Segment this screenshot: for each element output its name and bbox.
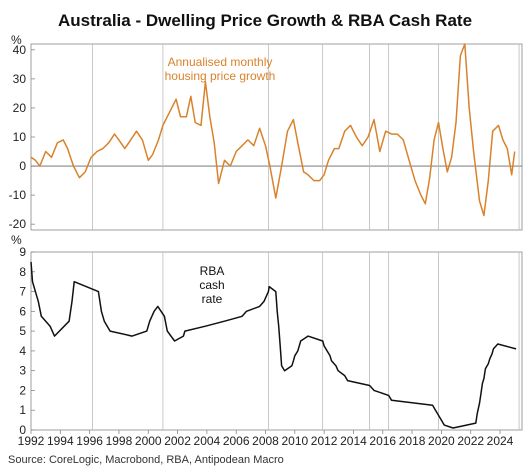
cash-rate-series-line-0 <box>30 261 517 429</box>
price-growth-y-tick-label-0: -20 <box>9 217 27 231</box>
x-tick-label-13: 2018 <box>399 434 426 448</box>
x-tick-label-7: 2006 <box>223 434 250 448</box>
cash-rate-annotation-line-1: RBA <box>200 264 225 278</box>
cash-rate-y-tick-label-7: 7 <box>19 285 26 299</box>
x-tick-label-3: 1998 <box>106 434 133 448</box>
x-tick-label-8: 2008 <box>252 434 279 448</box>
x-tick-label-9: 2010 <box>281 434 308 448</box>
x-tick-label-15: 2022 <box>457 434 484 448</box>
x-tick-label-16: 2024 <box>487 434 514 448</box>
price-growth-annotation-line-1: Annualised monthly <box>168 55 273 69</box>
cash-rate-y-tick-label-8: 8 <box>19 265 26 279</box>
x-tick-label-6: 2004 <box>194 434 221 448</box>
chart-title: Australia - Dwelling Price Growth & RBA … <box>58 11 472 30</box>
price-growth-y-tick-label-3: 10 <box>13 130 27 144</box>
price-growth-y-tick-label-2: 0 <box>19 159 26 173</box>
x-tick-label-14: 2020 <box>428 434 455 448</box>
top-panel-unit-label: % <box>11 33 22 47</box>
price-growth-annotation-line-2: housing price growth <box>165 69 276 83</box>
cash-rate-y-tick-label-2: 2 <box>19 383 26 397</box>
x-tick-label-0: 1992 <box>18 434 45 448</box>
cash-rate-y-tick-label-9: 9 <box>19 245 26 259</box>
x-tick-label-1: 1994 <box>47 434 74 448</box>
price-growth-y-tick-label-6: 40 <box>13 43 27 57</box>
price-growth-y-tick-label-1: -10 <box>9 188 27 202</box>
x-tick-label-4: 2000 <box>135 434 162 448</box>
cash-rate-panel: 0 1 2 3 4 5 6 7 8 9 <box>19 245 523 437</box>
price-growth-y-tick-label-5: 30 <box>13 72 27 86</box>
x-tick-label-10: 2012 <box>311 434 338 448</box>
price-growth-series-line-0 <box>30 43 516 217</box>
x-tick-label-2: 1996 <box>76 434 103 448</box>
cash-rate-y-tick-label-5: 5 <box>19 324 26 338</box>
cash-rate-y-tick-label-4: 4 <box>19 344 26 358</box>
cash-rate-y-tick-label-1: 1 <box>19 403 26 417</box>
price-growth-frame <box>30 43 523 231</box>
cash-rate-annotation-line-2: cash <box>199 278 224 292</box>
bottom-panel-unit-label: % <box>11 233 22 247</box>
cash-rate-frame <box>30 251 523 431</box>
price-growth-y-tick-label-4: 20 <box>13 101 27 115</box>
x-tick-label-5: 2002 <box>164 434 191 448</box>
cash-rate-y-tick-label-0: 0 <box>19 423 26 437</box>
cash-rate-annotation-line-3: rate <box>202 292 223 306</box>
x-axis: 1992 1994 1996 1998 2000 2002 2004 2006 2008 2010… <box>18 430 514 448</box>
source-note: Source: CoreLogic, Macrobond, RBA, Antip… <box>8 454 284 466</box>
dwelling-price-panel: -20 -10 0 10 20 30 40 <box>9 43 523 231</box>
cash-rate-y-tick-label-6: 6 <box>19 304 26 318</box>
x-tick-label-11: 2014 <box>340 434 367 448</box>
cash-rate-y-tick-label-3: 3 <box>19 364 26 378</box>
x-tick-label-12: 2016 <box>369 434 396 448</box>
